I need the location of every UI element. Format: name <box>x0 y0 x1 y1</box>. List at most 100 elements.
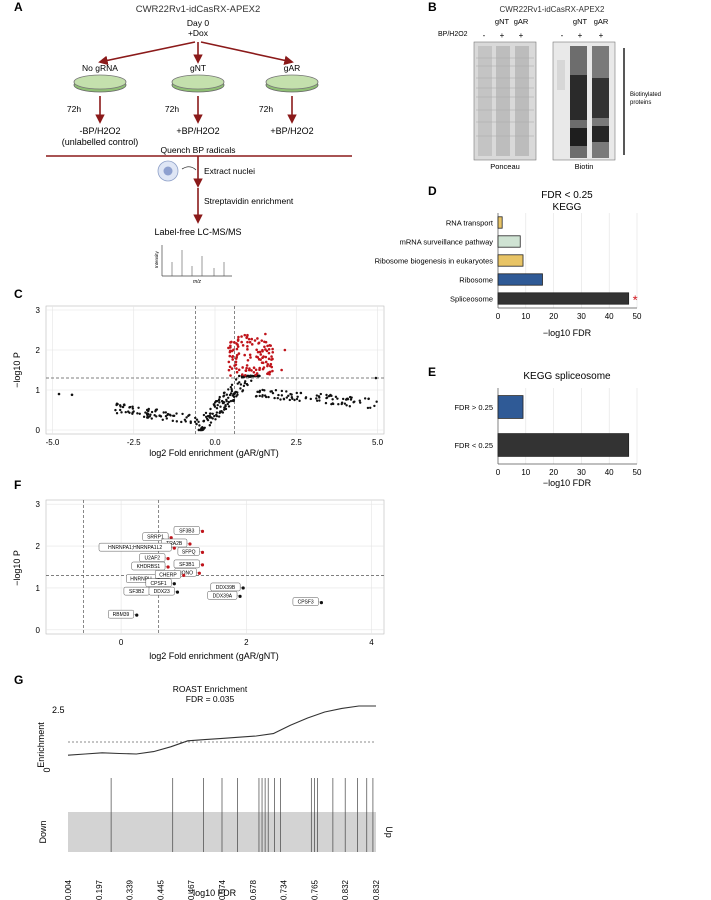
panel-c-significant-point <box>252 366 256 370</box>
panel-c-point <box>315 394 319 397</box>
bar-xtick: 40 <box>605 312 614 321</box>
panel-f-xtick: 2 <box>244 638 249 647</box>
panel-c-significant-point <box>261 367 265 371</box>
day0-label: Day 0 <box>187 18 209 28</box>
panel-c-point <box>120 411 123 414</box>
panel-c-ytick: 0 <box>36 426 41 435</box>
panel-c-significant-point <box>227 360 231 364</box>
panel-c-significant-point <box>261 361 265 365</box>
sign-4: - <box>561 31 564 40</box>
significance-star: * <box>633 293 638 308</box>
panel-c-point <box>244 380 247 383</box>
panel-c-point <box>137 406 140 409</box>
panel-c-significant-point <box>254 373 258 377</box>
panel-c-point <box>330 402 333 406</box>
panel-c-point <box>185 416 188 419</box>
cond-no-grna-label: No gRNA <box>82 63 118 73</box>
panel-c-significant-point <box>235 367 238 370</box>
bar <box>497 254 524 267</box>
panel-c-axes: -5.0 -2.5 0.0 2.5 5.0 0 1 2 3 <box>36 306 384 447</box>
panel-f-ytick: 2 <box>36 542 41 551</box>
bar-category-label: FDR < 0.25 <box>454 441 493 450</box>
panel-c-points <box>57 332 378 432</box>
gene-label: SFPQ <box>182 549 196 555</box>
panel-c-point <box>230 389 234 393</box>
panel-c-significant-point <box>232 341 236 344</box>
gene-label-box <box>173 559 200 569</box>
ponceau-label: Ponceau <box>490 162 520 171</box>
gene-label: CHERP <box>159 572 177 578</box>
gene-point <box>172 582 176 586</box>
panel-g-down: Down <box>38 820 48 843</box>
panel-c-xtick: 5.0 <box>372 438 384 447</box>
gene-label-box <box>292 597 319 606</box>
bp-h2o2-label: BP/H2O2 <box>438 31 468 38</box>
panel-c-point <box>343 402 347 405</box>
bar-xtick: 20 <box>549 312 558 321</box>
panel-c-point <box>274 389 278 392</box>
bar <box>497 216 503 229</box>
panel-c-significant-point <box>236 345 240 348</box>
panel-c-point <box>282 397 286 401</box>
panel-c-point <box>263 394 267 397</box>
panel-c-point <box>332 402 335 406</box>
panel-c-point <box>169 414 172 417</box>
panel-c-point <box>229 392 233 395</box>
panel-c-significant-point <box>244 369 248 372</box>
arrow-to-no-grna <box>98 41 196 66</box>
panel-f-xlabel: log2 Fold enrichment (gAR/gNT) <box>149 651 279 661</box>
panel-f-frame <box>45 499 385 635</box>
panel-f-xtick: 4 <box>369 638 374 647</box>
panel-c-point <box>315 399 319 402</box>
gene-label: SRRP1 <box>147 535 164 541</box>
panel-c-significant-point <box>269 344 272 347</box>
panel-c-point <box>269 390 272 393</box>
panel-c-point <box>239 383 243 386</box>
panel-f-axes: 0 2 4 0 1 2 3 <box>36 500 375 647</box>
panel-c-point <box>206 414 210 418</box>
panel-c-significant-point <box>250 369 253 372</box>
panel-c-significant-point <box>264 332 267 336</box>
panel-c-point <box>147 407 150 411</box>
gene-label-box <box>98 542 172 552</box>
gene-point <box>200 529 205 534</box>
nucleus-icon <box>157 160 179 182</box>
bar-xtick: 0 <box>496 468 501 477</box>
panel-c-point <box>164 411 168 414</box>
panel-c-point <box>330 394 333 398</box>
panel-c-point <box>209 421 213 424</box>
panel-c-point <box>285 390 288 393</box>
panel-f-letter: F <box>14 478 21 492</box>
panel-g-letter: G <box>14 673 23 687</box>
panel-c-significant-point <box>231 354 235 358</box>
gene-point <box>166 557 170 561</box>
panel-c-point <box>273 396 276 400</box>
panel-c-point <box>202 420 206 423</box>
panel-c-point <box>287 394 290 397</box>
panel-c-point <box>238 381 241 384</box>
extract-label: Extract nuclei <box>204 166 255 176</box>
panel-c-point <box>348 405 352 408</box>
panel-c-point <box>232 395 236 399</box>
panel-c-point <box>374 376 378 380</box>
panel-c-point <box>164 414 168 418</box>
panel-c-point <box>211 412 214 416</box>
panel-c-significant-point <box>267 351 271 355</box>
panel-c-point <box>309 397 312 401</box>
panel-g-up: Up <box>384 826 394 838</box>
panel-d: D FDR < 0.25 KEGG 0 10 20 30 40 50 RNA transpo… <box>375 184 642 338</box>
panel-c-point <box>295 397 299 401</box>
panel-c-significant-point <box>264 355 268 359</box>
panel-c-point <box>70 393 74 397</box>
panel-c-point <box>131 407 135 410</box>
gene-point <box>135 613 139 617</box>
gene-label: DDX39A <box>213 593 233 599</box>
panel-c-significant-point <box>256 350 260 354</box>
panel-c-point <box>200 426 203 430</box>
lane-label-gnt-2: gNT <box>573 17 588 26</box>
panel-d-xlabel: −log10 FDR <box>543 328 592 338</box>
panel-c-point <box>256 390 259 394</box>
note-no-grna: (unlabelled control) <box>62 137 139 147</box>
lane-label-gar-2: gAR <box>594 17 609 26</box>
